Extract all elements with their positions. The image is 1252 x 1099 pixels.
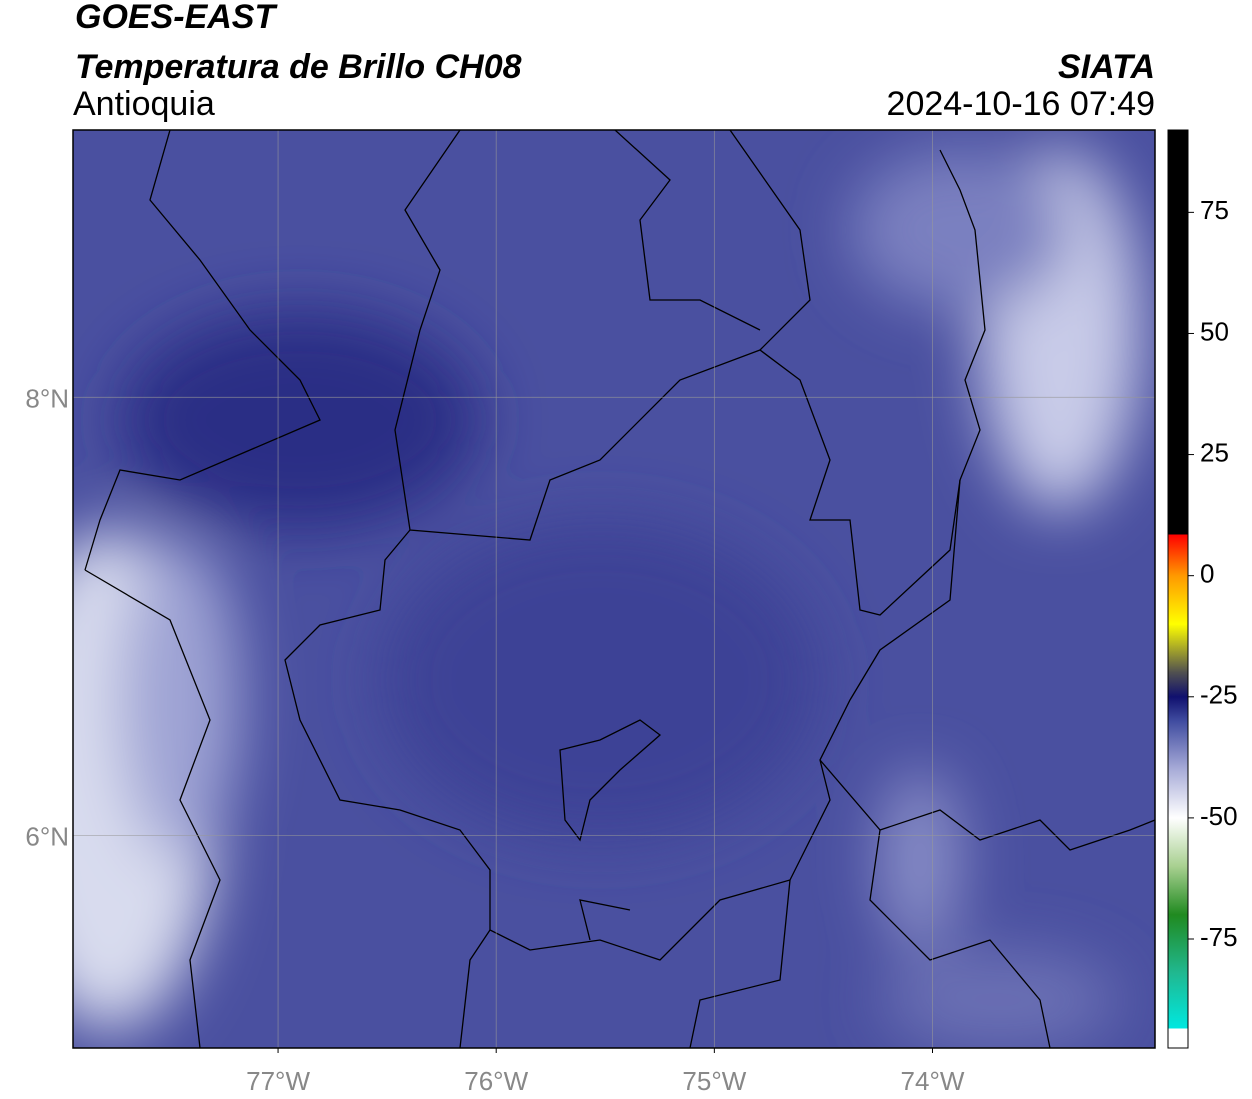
x-tick-label: 76°W (464, 1066, 528, 1096)
region: Antioquia (73, 85, 215, 123)
subtitle: Temperatura de Brillo CH08 (75, 48, 522, 86)
x-tick-label: 74°W (901, 1066, 965, 1096)
colorbar-tick-label: -50 (1200, 801, 1238, 831)
borders (84, 130, 1155, 1048)
colorbar-tick-label: -25 (1200, 680, 1238, 710)
y-tick-label: 6°N (25, 821, 69, 851)
map-frame (72, 129, 1156, 1049)
grid (73, 130, 1155, 1048)
title: GOES-EAST (75, 0, 278, 36)
colorbar-tick-label: 75 (1200, 195, 1229, 225)
map-image (73, 130, 1155, 1048)
x-tick-label: 75°W (682, 1066, 746, 1096)
colorbar-tick-label: 50 (1200, 316, 1229, 346)
source: SIATA (1058, 48, 1155, 86)
colorbar-tick-label: -75 (1200, 922, 1238, 952)
colorbar (1167, 129, 1189, 1049)
datetime: 2024-10-16 07:49 (887, 85, 1155, 123)
colorbar-tick-label: 0 (1200, 559, 1214, 589)
x-tick-label: 77°W (246, 1066, 310, 1096)
y-tick-label: 8°N (25, 383, 69, 413)
colorbar-tick-label: 25 (1200, 437, 1229, 467)
